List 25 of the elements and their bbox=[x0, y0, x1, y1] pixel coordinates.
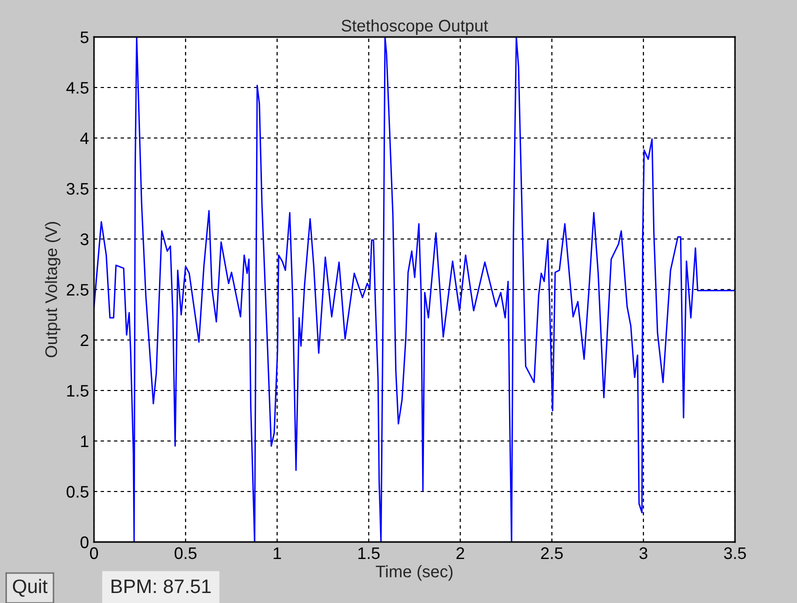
line-series bbox=[94, 37, 735, 542]
y-tick-label: 0.5 bbox=[66, 486, 88, 498]
x-tick-label: 3.5 bbox=[724, 547, 746, 560]
x-tick-label: 1 bbox=[274, 547, 281, 559]
x-axis-title: Time (sec) bbox=[376, 565, 453, 581]
y-tick-label: 3 bbox=[80, 233, 88, 246]
x-tick-label: 0.5 bbox=[174, 547, 196, 560]
y-tick-label: 4.5 bbox=[66, 82, 88, 94]
y-axis-title: Output Voltage (V) bbox=[44, 222, 60, 358]
y-tick-label: 2 bbox=[80, 334, 88, 346]
x-tick-label: 0 bbox=[90, 547, 98, 560]
y-tick-label: 4 bbox=[80, 132, 89, 144]
x-tick-label: 1.5 bbox=[358, 547, 380, 560]
x-tick-label: 2.5 bbox=[541, 547, 563, 560]
chart-title: Stethoscope Output bbox=[342, 19, 488, 35]
text: Quit bbox=[12, 578, 48, 597]
y-tick-label: 3.5 bbox=[66, 182, 88, 195]
y-tick-label: 1.5 bbox=[67, 385, 88, 397]
y-tick-label: 1 bbox=[81, 436, 88, 448]
y-tick-label: 0 bbox=[80, 536, 88, 548]
y-tick-label: 5 bbox=[80, 32, 88, 44]
x-tick-label: 2 bbox=[456, 547, 464, 559]
x-tick-label: 3 bbox=[639, 547, 648, 560]
text: BPM: 87.51 bbox=[112, 579, 211, 594]
y-tick-label: 2.5 bbox=[66, 284, 88, 296]
